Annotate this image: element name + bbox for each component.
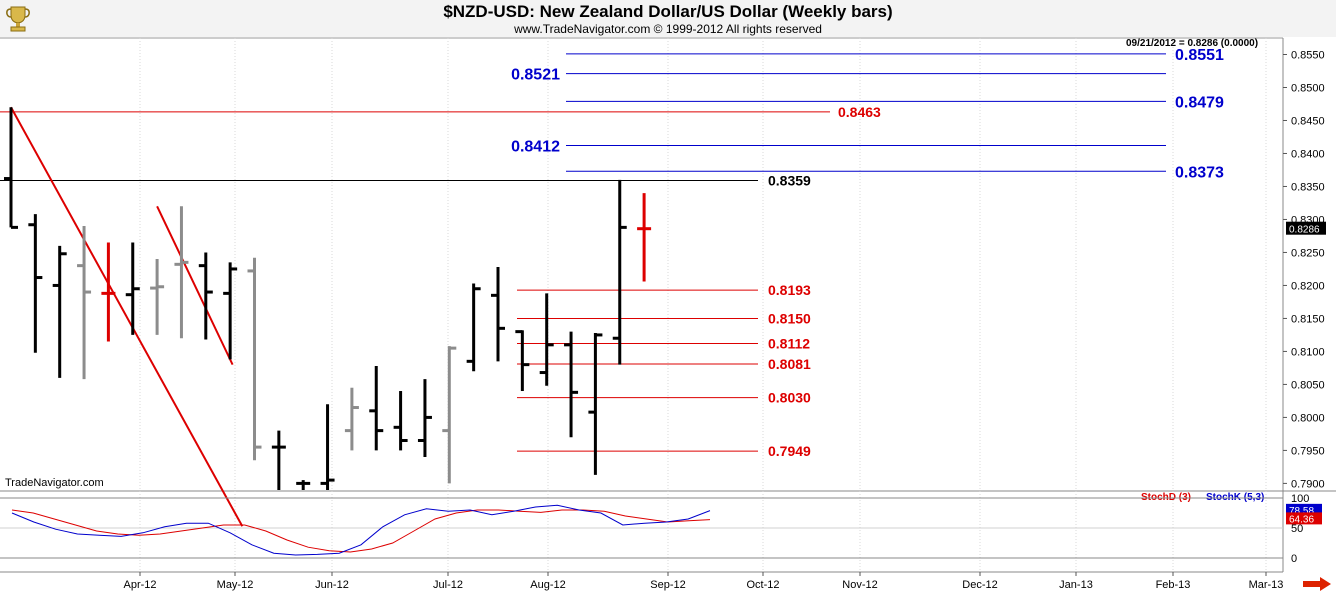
ohlc-bar (393, 391, 408, 451)
y-tick-label: 0.8250 (1291, 247, 1325, 259)
status-readout: 09/21/2012 = 0.8286 (0.0000) (1126, 38, 1259, 49)
ohlc-bar (247, 257, 262, 461)
copyright-text: www.TradeNavigator.com © 1999-2012 All r… (514, 22, 822, 36)
ohlc-bar (344, 387, 359, 451)
stochd-line (11, 509, 711, 553)
trendline (156, 205, 234, 366)
level-label: 0.8373 (1175, 164, 1224, 181)
ohlc-bar (612, 179, 627, 365)
x-tick-label: Nov-12 (842, 579, 877, 591)
ohlc-bar (28, 214, 43, 353)
ohlc-bar (515, 330, 530, 392)
ohlc-bar (174, 206, 189, 339)
stoch-y-label: 0 (1291, 553, 1297, 565)
y-tick-label: 0.8150 (1291, 313, 1325, 325)
y-tick-label: 0.8400 (1291, 148, 1325, 160)
y-tick-label: 0.8200 (1291, 280, 1325, 292)
stoch-y-label: 50 (1291, 523, 1303, 535)
stochd-value-label: 64.36 (1289, 514, 1314, 525)
level-label: 0.7949 (768, 443, 811, 459)
level-label: 0.8412 (511, 139, 560, 156)
x-tick-label: Apr-12 (123, 579, 156, 591)
ohlc-bar (125, 242, 140, 335)
stoch-y-label: 100 (1291, 493, 1309, 505)
y-tick-label: 0.8550 (1291, 49, 1325, 61)
trophy-logo-icon (3, 3, 33, 33)
ohlc-bar (296, 480, 311, 490)
y-tick-label: 0.7950 (1291, 445, 1325, 457)
ohlc-bar (198, 252, 213, 340)
last-value-box (1286, 221, 1326, 235)
x-tick-label: Aug-12 (530, 579, 565, 591)
ohlc-bar (52, 245, 67, 378)
stochd-value-box (1286, 512, 1322, 525)
y-tick-label: 0.8450 (1291, 115, 1325, 127)
trendline (10, 106, 244, 527)
x-tick-label: May-12 (217, 579, 254, 591)
level-label: 0.8081 (768, 356, 811, 372)
x-tick-label: Jan-13 (1059, 579, 1093, 591)
right-arrow-icon[interactable] (1302, 577, 1332, 591)
y-tick-label: 0.7900 (1291, 478, 1325, 490)
ohlc-bar (77, 226, 92, 380)
level-label: 0.8463 (838, 104, 881, 120)
ohlc-bar (101, 242, 116, 342)
y-tick-label: 0.8050 (1291, 379, 1325, 391)
ohlc-bar (564, 331, 579, 438)
level-label: 0.8479 (1175, 94, 1224, 111)
level-label: 0.8551 (1175, 47, 1224, 64)
ohlc-bar (369, 365, 384, 451)
y-tick-label: 0.8100 (1291, 346, 1325, 358)
x-tick-label: Mar-13 (1249, 579, 1284, 591)
x-tick-label: Feb-13 (1156, 579, 1191, 591)
stochk-value-label: 78.58 (1289, 506, 1314, 517)
ohlc-bar (637, 193, 652, 282)
level-label: 0.8359 (768, 173, 811, 189)
y-tick-label: 0.8500 (1291, 82, 1325, 94)
ohlc-bar (271, 430, 286, 490)
ohlc-bar (588, 332, 603, 475)
stochk-line (11, 504, 711, 556)
ohlc-bar (466, 283, 481, 372)
level-label: 0.8150 (768, 310, 811, 326)
level-label: 0.8030 (768, 390, 811, 406)
ohlc-bar (320, 404, 335, 490)
level-label: 0.8193 (768, 282, 811, 298)
ohlc-bar (491, 266, 505, 362)
x-tick-label: Oct-12 (746, 579, 779, 591)
ohlc-bar (417, 379, 432, 458)
ohlc-bar (539, 293, 554, 386)
chart-title: $NZD-USD: New Zealand Dollar/US Dollar (… (443, 2, 893, 21)
ohlc-bar (442, 346, 457, 484)
last-value-label: 0.8286 (1289, 225, 1320, 236)
watermark-text: TradeNavigator.com (5, 477, 104, 489)
level-label: 0.8112 (768, 336, 810, 352)
ohlc-bar (223, 262, 238, 360)
y-tick-label: 0.8000 (1291, 412, 1325, 424)
ohlc-bar (150, 259, 165, 335)
ohlc-bar (4, 107, 18, 229)
y-tick-label: 0.8350 (1291, 181, 1325, 193)
x-tick-label: Jun-12 (315, 579, 349, 591)
x-tick-label: Sep-12 (650, 579, 685, 591)
x-tick-label: Jul-12 (433, 579, 463, 591)
header-band (0, 0, 1336, 37)
x-tick-label: Dec-12 (962, 579, 997, 591)
level-label: 0.8521 (511, 67, 560, 84)
